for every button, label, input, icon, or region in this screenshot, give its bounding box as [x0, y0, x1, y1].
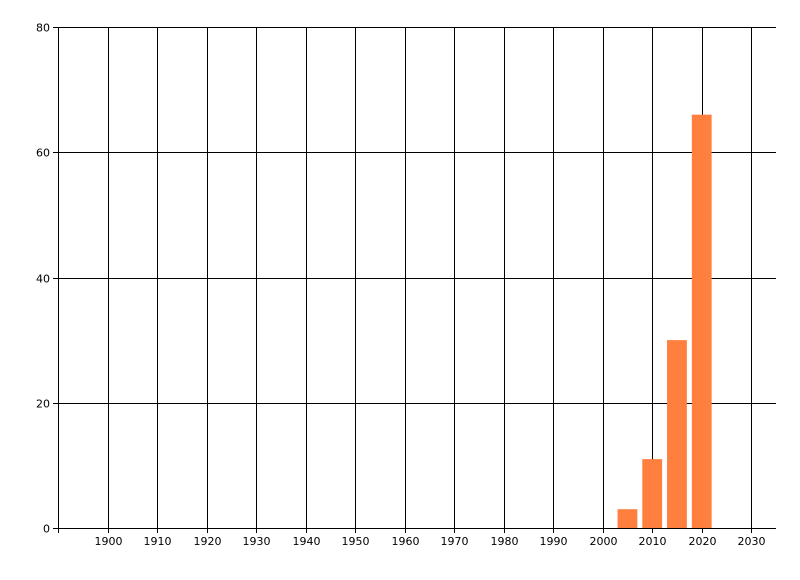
x-tick-label: 1940 [293, 535, 321, 548]
x-tick-label: 1900 [95, 535, 123, 548]
x-tick-label: 1930 [243, 535, 271, 548]
y-tick-label: 40 [36, 273, 50, 286]
x-tick-label: 1920 [194, 535, 222, 548]
bar-2020 [691, 114, 712, 529]
x-tick-label: 1960 [392, 535, 420, 548]
bar-2015 [667, 340, 687, 528]
x-tick-label: 2030 [738, 535, 766, 548]
y-tick-label: 80 [36, 22, 50, 35]
x-tick-label: 2000 [590, 535, 618, 548]
x-tick-label: 2010 [639, 535, 667, 548]
bar-2005 [617, 509, 638, 528]
x-tick-label: 1970 [441, 535, 469, 548]
y-tick-label: 20 [36, 398, 50, 411]
x-tick-label: 1990 [540, 535, 568, 548]
bar-2010 [642, 459, 663, 528]
x-tick-label: 1980 [491, 535, 519, 548]
y-tick-label: 60 [36, 147, 50, 160]
x-tick-label: 1950 [342, 535, 370, 548]
y-tick-label: 0 [43, 523, 50, 536]
x-tick-label: 1910 [144, 535, 172, 548]
x-tick-label: 2020 [689, 535, 717, 548]
